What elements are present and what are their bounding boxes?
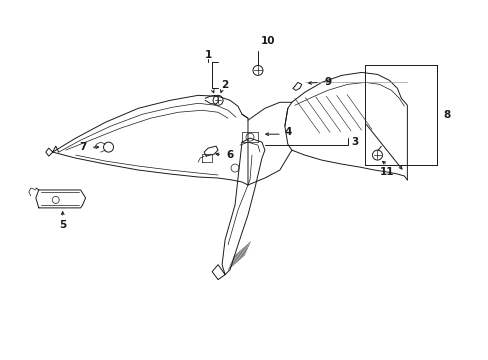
Text: 1: 1 xyxy=(204,50,211,60)
Text: 11: 11 xyxy=(379,167,394,177)
Text: 8: 8 xyxy=(443,110,450,120)
Text: 7: 7 xyxy=(79,142,86,152)
Text: 2: 2 xyxy=(221,80,228,90)
Text: 6: 6 xyxy=(226,150,233,160)
Text: 3: 3 xyxy=(350,137,358,147)
Text: 9: 9 xyxy=(324,77,330,87)
Text: 10: 10 xyxy=(260,36,275,46)
Text: 5: 5 xyxy=(59,220,66,230)
Text: 4: 4 xyxy=(284,127,291,137)
